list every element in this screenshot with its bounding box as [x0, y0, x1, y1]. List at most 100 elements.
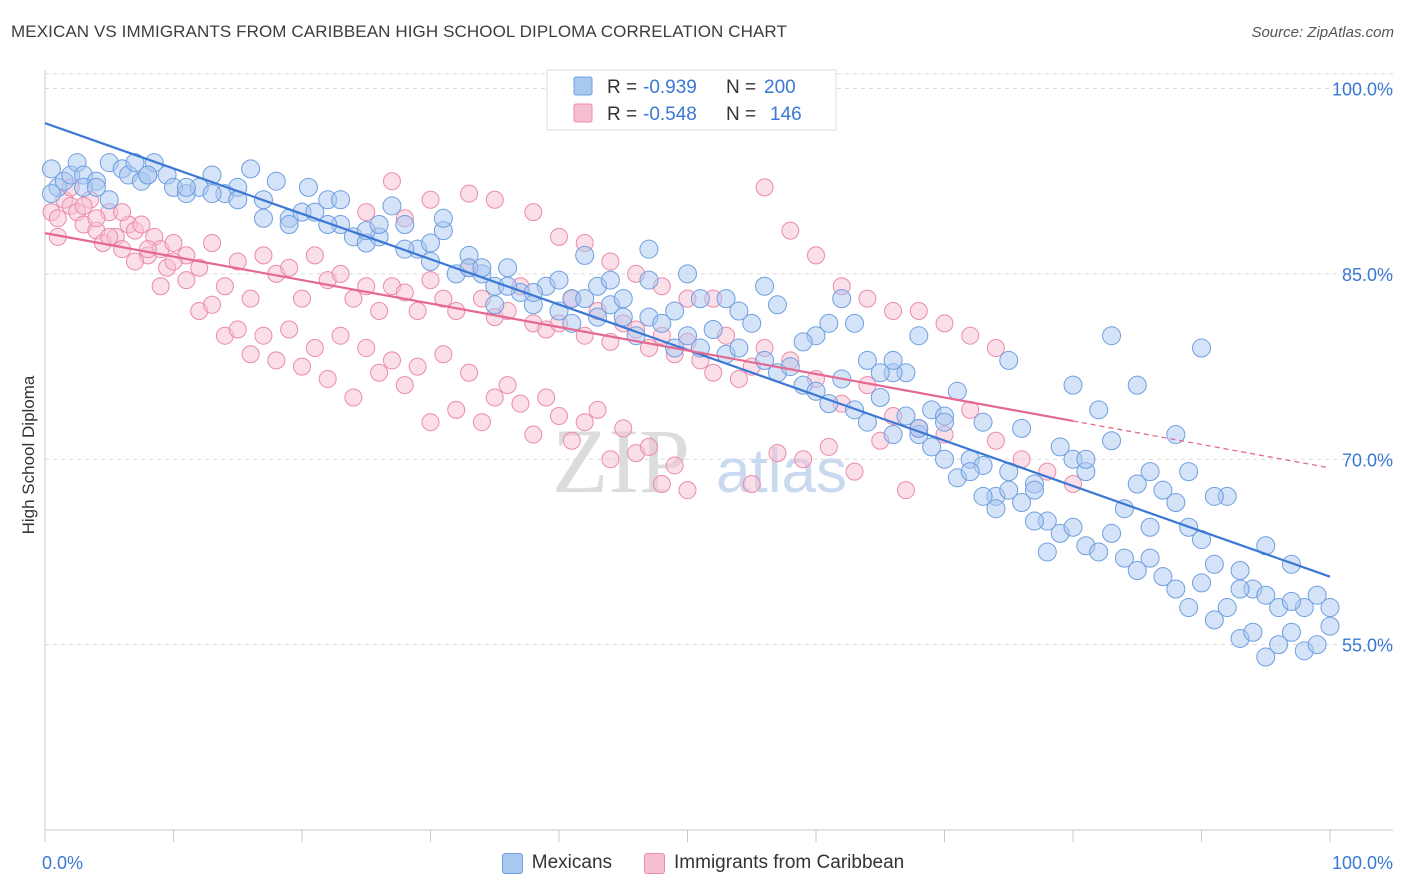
data-point-caribbean [588, 400, 607, 419]
legend-label-caribbean: Immigrants from Caribbean [674, 852, 905, 873]
data-point-caribbean [909, 301, 928, 320]
data-point-caribbean [408, 301, 427, 320]
legend-r-value: -0.548 [643, 104, 697, 125]
data-point-mexicans [298, 177, 318, 197]
data-point-caribbean [524, 203, 543, 222]
data-point-mexicans [600, 270, 620, 290]
series-mexicans-points [41, 153, 1340, 667]
data-point-mexicans [1114, 548, 1134, 568]
data-point-mexicans [202, 184, 222, 204]
data-point-mexicans [1320, 616, 1340, 636]
legend-n-label: N = [726, 104, 756, 125]
data-point-mexicans [498, 258, 518, 278]
trend-lines [44, 122, 1331, 578]
data-point-mexicans [690, 289, 710, 309]
data-point-mexicans [870, 363, 890, 383]
data-point-caribbean [408, 357, 427, 376]
legend-swatch-caribbean [644, 852, 666, 874]
data-point-mexicans [1256, 647, 1276, 667]
data-point-mexicans [1320, 598, 1340, 618]
data-point-mexicans [986, 499, 1006, 519]
data-point-caribbean [447, 400, 466, 419]
data-point-caribbean [639, 437, 658, 456]
data-point-caribbean [896, 481, 915, 500]
data-point-caribbean [575, 413, 594, 432]
data-point-mexicans [138, 165, 158, 185]
data-point-caribbean [768, 444, 787, 463]
data-point-caribbean [845, 462, 864, 481]
data-point-mexicans [639, 270, 659, 290]
stats-legend: R = -0.939 N = 200 R = -0.548 N = 146 [546, 69, 837, 131]
x-tick-label: 100.0% [1332, 853, 1393, 873]
data-point-mexicans [331, 190, 351, 210]
data-point-caribbean [151, 277, 170, 296]
data-point-caribbean [742, 474, 761, 493]
data-point-mexicans [999, 480, 1019, 500]
data-point-mexicans [716, 289, 736, 309]
data-point-mexicans [1192, 338, 1211, 358]
data-point-caribbean [370, 363, 389, 382]
legend-swatch-mexicans [501, 852, 523, 874]
legend-n-value: 200 [764, 77, 796, 98]
data-point-caribbean [87, 209, 106, 228]
data-point-mexicans [575, 245, 595, 265]
legend-item-mexicans[interactable]: Mexicans [501, 852, 613, 874]
data-point-mexicans [1089, 542, 1109, 562]
data-point-caribbean [665, 456, 684, 475]
data-point-caribbean [293, 289, 311, 308]
trend-line-caribbean-extrapolated [1072, 420, 1331, 469]
data-point-mexicans [613, 307, 633, 327]
y-axis-label: High School Diploma [19, 375, 38, 534]
x-tick-label: 0.0% [42, 853, 83, 873]
data-point-mexicans [369, 214, 389, 234]
legend-item-caribbean[interactable]: Immigrants from Caribbean [644, 852, 904, 874]
tick-labels: 55.0% 70.0% 85.0% 100.0% 0.0% 100.0% [42, 80, 1393, 873]
data-point-mexicans [1012, 418, 1032, 438]
data-point-caribbean [395, 376, 414, 395]
data-point-caribbean [794, 450, 813, 469]
data-point-caribbean [498, 376, 517, 395]
data-point-mexicans [857, 350, 877, 370]
data-point-caribbean [190, 258, 209, 277]
data-point-mexicans [1281, 622, 1301, 642]
data-point-caribbean [550, 407, 568, 426]
data-point-caribbean [986, 431, 1005, 450]
data-point-mexicans [1230, 579, 1250, 599]
legend-swatch-blue [573, 76, 593, 96]
data-point-caribbean [215, 277, 234, 296]
data-point-mexicans [639, 239, 659, 259]
data-point-mexicans [41, 184, 61, 204]
data-point-caribbean [241, 289, 260, 308]
data-point-mexicans [973, 412, 993, 432]
data-point-mexicans [1140, 462, 1160, 482]
data-point-mexicans [1192, 573, 1211, 593]
data-point-caribbean [434, 345, 453, 364]
data-point-mexicans [832, 289, 852, 309]
data-point-caribbean [755, 178, 774, 197]
data-point-mexicans [382, 196, 402, 216]
data-point-mexicans [1102, 326, 1122, 346]
data-point-mexicans [729, 301, 749, 321]
data-point-mexicans [703, 320, 723, 340]
data-point-mexicans [421, 233, 440, 253]
data-point-mexicans [973, 486, 993, 506]
data-point-caribbean [318, 369, 337, 388]
data-point-caribbean [177, 271, 196, 290]
data-point-mexicans [1153, 567, 1173, 587]
data-point-mexicans [742, 313, 762, 333]
data-point-mexicans [1281, 554, 1301, 574]
data-point-caribbean [138, 240, 157, 259]
data-point-caribbean [421, 413, 440, 432]
data-point-mexicans [1204, 554, 1224, 574]
data-point-caribbean [434, 289, 453, 308]
data-point-caribbean [280, 320, 299, 339]
data-point-mexicans [41, 159, 61, 179]
data-point-caribbean [331, 264, 350, 283]
data-point-caribbean [601, 450, 620, 469]
data-point-mexicans [870, 387, 890, 407]
legend-label-mexicans: Mexicans [531, 852, 613, 873]
data-point-mexicans [935, 449, 954, 469]
data-point-mexicans [1281, 591, 1301, 611]
data-point-caribbean [524, 425, 543, 444]
data-point-caribbean [884, 301, 903, 320]
